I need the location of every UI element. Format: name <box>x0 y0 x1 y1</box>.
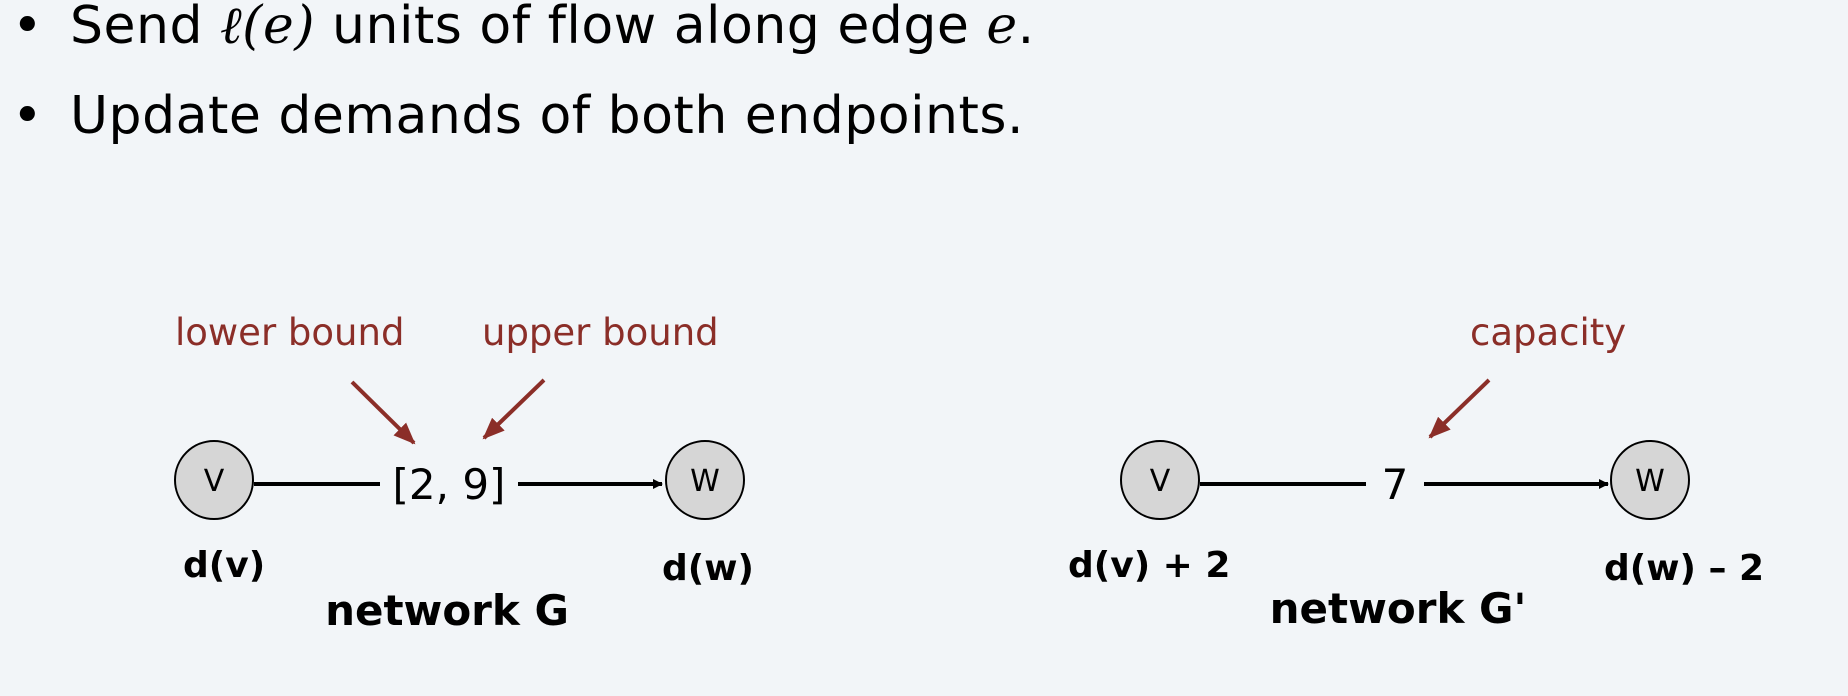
bullet-send-flow: • Send ℓ(e) units of flow along edge e. <box>12 0 1035 56</box>
edge-bounds-label: [2, 9] <box>393 460 506 509</box>
node-v <box>174 440 254 520</box>
capacity-arrow <box>1428 378 1491 439</box>
edge-capacity-label: 7 <box>1382 460 1409 509</box>
node-w-label: W <box>690 464 720 499</box>
bullet-dot: • <box>12 86 44 146</box>
capacity-annotation: capacity <box>1470 311 1626 354</box>
bullet-text: Send <box>70 0 220 56</box>
node-v-label: V <box>204 464 225 499</box>
node-w <box>1610 440 1690 520</box>
node-v <box>1120 440 1200 520</box>
network-g-prime: capacity 7 V W d(v) + 2 d(w) – 2 network… <box>1068 311 1764 633</box>
demand-v-label: d(v) <box>183 545 265 586</box>
bullet-text: units of flow along edge <box>315 0 987 56</box>
demand-w-label: d(w) <box>662 548 754 589</box>
node-v-label: V <box>1150 464 1171 499</box>
demand-v-label: d(v) + 2 <box>1068 545 1230 586</box>
network-g: lower bound upper bound [2, 9] V W d(v) … <box>174 311 754 635</box>
node-w-label: W <box>1635 464 1665 499</box>
lower-bound-arrow <box>350 380 416 445</box>
bullet-update-demands: • Update demands of both endpoints. <box>12 86 1024 146</box>
math-lower-bound-expr: ℓ(e) <box>220 0 316 56</box>
bullet-text: . <box>1017 0 1035 56</box>
node-w <box>665 440 745 520</box>
demand-w-label: d(w) – 2 <box>1604 548 1764 589</box>
bullet-dot: • <box>12 0 44 56</box>
network-g-title: network G <box>325 586 569 635</box>
upper-bound-annotation: upper bound <box>482 311 719 354</box>
math-edge-var: e <box>986 0 1018 56</box>
upper-bound-arrow <box>482 378 546 440</box>
lower-bound-annotation: lower bound <box>175 311 404 354</box>
network-g-prime-title: network G' <box>1270 584 1527 633</box>
bullet-text: Update demands of both endpoints. <box>70 86 1024 146</box>
